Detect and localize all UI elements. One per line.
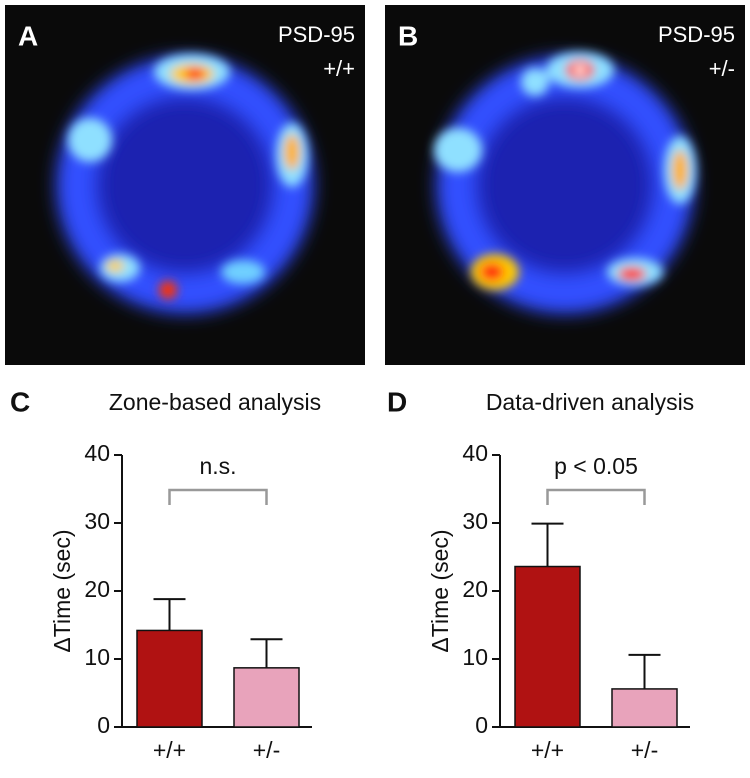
heatmap-genotype: +/- [709, 56, 735, 81]
x-tick-label: +/+ [531, 737, 564, 763]
chart-title: Zone-based analysis [109, 389, 321, 415]
significance-bracket [168, 488, 268, 505]
bar [233, 667, 300, 728]
bar-chart: C Zone-based analysis ΔTime (sec) 0 10 20 30 40… [10, 386, 321, 763]
heatmap-title: PSD-95 [658, 22, 735, 47]
panel-label: C [10, 386, 30, 417]
y-axis-label: ΔTime (sec) [49, 529, 75, 652]
panel-label: A [18, 20, 38, 51]
y-tick-label: 30 [462, 508, 488, 534]
annotation: p < 0.05 [554, 453, 638, 479]
x-tick-label: +/- [631, 737, 658, 763]
heatmap-b: B PSD-95 +/- [385, 5, 745, 365]
chart-title: Data-driven analysis [486, 389, 694, 415]
y-tick-label: 0 [475, 712, 488, 738]
heatmap-hotspots [68, 54, 308, 299]
heatmap-disk [67, 67, 303, 303]
panel-label: B [398, 20, 418, 51]
y-tick-label: 10 [462, 644, 488, 670]
heatmap-genotype: +/+ [323, 56, 355, 81]
y-tick-label: 0 [97, 712, 110, 738]
heatmap-title: PSD-95 [278, 22, 355, 47]
significance-bracket [546, 488, 646, 505]
y-tick-label: 20 [84, 576, 110, 602]
x-tick-label: +/+ [153, 737, 186, 763]
y-tick-label: 40 [462, 440, 488, 466]
bar [514, 565, 581, 728]
y-tick-label: 20 [462, 576, 488, 602]
y-tick-label: 40 [84, 440, 110, 466]
y-tick-label: 30 [84, 508, 110, 534]
bar [611, 688, 678, 728]
y-axis-label: ΔTime (sec) [427, 529, 453, 652]
x-tick-label: +/- [253, 737, 280, 763]
bar-chart: D Data-driven analysis ΔTime (sec) 0 10 20 30 4… [387, 386, 694, 763]
y-tick-label: 10 [84, 644, 110, 670]
panel-label: D [387, 386, 407, 417]
bar [136, 629, 203, 728]
heatmap-disk [447, 67, 683, 303]
heatmap-hotspots [434, 52, 696, 290]
heatmap-a: A PSD-95 +/+ [5, 5, 365, 365]
annotation: n.s. [199, 453, 236, 479]
